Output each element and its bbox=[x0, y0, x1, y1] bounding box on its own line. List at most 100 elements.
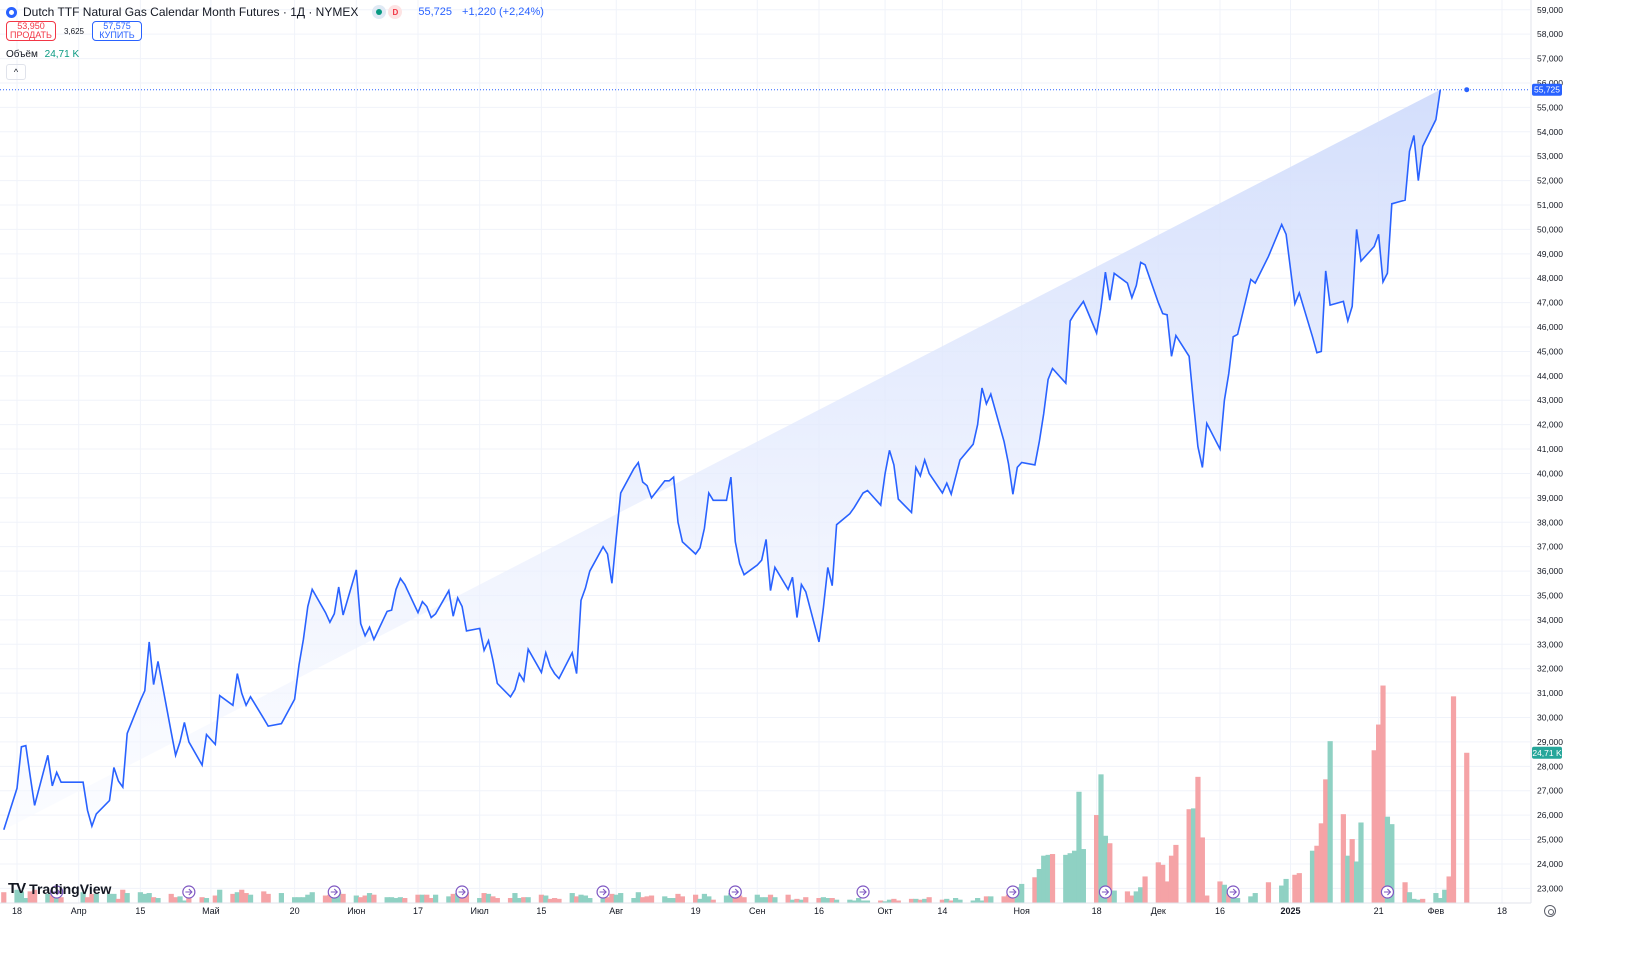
event-markers[interactable] bbox=[50, 885, 1395, 899]
volume-bar bbox=[917, 899, 923, 903]
dividend-arrow-icon[interactable] bbox=[1098, 885, 1113, 899]
sell-button[interactable]: 53,950 ПРОДАТЬ bbox=[6, 21, 56, 41]
d-badge[interactable]: D bbox=[388, 5, 403, 19]
dividend-arrow-icon[interactable] bbox=[455, 885, 469, 899]
price-tick-label: 23,000 bbox=[1537, 883, 1563, 893]
volume-bar bbox=[1296, 873, 1302, 903]
trade-buttons: 53,950 ПРОДАТЬ 3,625 57,575 КУПИТЬ bbox=[6, 21, 142, 41]
volume-bar bbox=[556, 898, 562, 903]
volume-bar bbox=[878, 900, 884, 903]
volume-bar bbox=[1080, 849, 1086, 903]
volume-bar bbox=[521, 897, 527, 903]
volume-bar bbox=[847, 899, 853, 903]
dividend-arrow-icon[interactable] bbox=[596, 885, 610, 899]
volume-bar bbox=[891, 898, 897, 903]
dividend-arrow-icon[interactable] bbox=[50, 885, 64, 899]
symbol-title[interactable]: Dutch TTF Natural Gas Calendar Month Fut… bbox=[23, 5, 359, 19]
volume-bar bbox=[1406, 892, 1413, 903]
volume-bar bbox=[1173, 844, 1179, 903]
dividend-arrow-icon[interactable] bbox=[1006, 885, 1020, 899]
volume-bar bbox=[728, 893, 734, 903]
volume-bar bbox=[1001, 896, 1007, 903]
dividend-arrow-icon[interactable] bbox=[1380, 885, 1395, 899]
volume-bar bbox=[292, 897, 298, 903]
price-tick-label: 46,000 bbox=[1537, 322, 1563, 332]
price-tick-label: 50,000 bbox=[1537, 224, 1563, 234]
last-price-axis-text: 55,725 bbox=[1534, 85, 1560, 95]
price-axis[interactable]: 23,000 24,000 25,000 26,000 27,000 28,000 29,0… bbox=[1530, 0, 1563, 903]
volume-bar bbox=[988, 896, 994, 903]
volume-bar bbox=[111, 893, 117, 903]
time-tick-label: 16 bbox=[1215, 906, 1225, 916]
volume-bar bbox=[706, 896, 712, 903]
volume-bar bbox=[895, 900, 901, 903]
time-tick-label: 18 bbox=[12, 906, 22, 916]
volume-bar bbox=[701, 893, 708, 903]
volume-bar bbox=[922, 898, 928, 903]
volume-bar bbox=[490, 896, 496, 903]
price-tick-label: 42,000 bbox=[1537, 420, 1563, 430]
volume-bar bbox=[547, 898, 553, 903]
tradingview-logo[interactable]: TV TradingView bbox=[8, 880, 111, 897]
volume-bar bbox=[362, 895, 368, 903]
volume-bar bbox=[1380, 685, 1386, 903]
volume-bar bbox=[137, 892, 143, 903]
price-tick-label: 29,000 bbox=[1537, 737, 1563, 747]
price-tick-label: 30,000 bbox=[1537, 713, 1563, 723]
time-tick-label: 14 bbox=[937, 906, 947, 916]
volume-bar bbox=[679, 896, 685, 903]
volume-bar bbox=[27, 891, 33, 903]
volume-bar bbox=[1067, 853, 1073, 903]
volume-bar bbox=[794, 898, 800, 903]
dividend-arrow-icon[interactable] bbox=[728, 885, 742, 899]
volume-bar bbox=[983, 896, 990, 903]
volume-bar bbox=[296, 897, 302, 903]
volume-bar bbox=[1252, 893, 1258, 903]
time-tick-label: 16 bbox=[814, 906, 824, 916]
volume-bar bbox=[1309, 850, 1316, 903]
volume-bar bbox=[1384, 816, 1391, 903]
buy-price: 57,575 bbox=[103, 21, 131, 31]
volume-bar bbox=[89, 893, 95, 903]
chevron-up-icon[interactable]: ^ bbox=[6, 64, 26, 80]
price-tick-label: 41,000 bbox=[1537, 444, 1563, 454]
dividend-arrow-icon[interactable] bbox=[182, 885, 196, 899]
market-open-dot-icon[interactable] bbox=[372, 5, 387, 19]
volume-legend[interactable]: Объём 24,71 K bbox=[6, 49, 79, 60]
volume-bar bbox=[975, 898, 981, 903]
time-tick-label: Авг bbox=[609, 906, 624, 916]
time-tick-label: 2025 bbox=[1280, 906, 1300, 916]
volume-bar bbox=[309, 892, 315, 903]
volume-bar bbox=[217, 889, 223, 903]
grid-lines bbox=[0, 0, 1530, 903]
volume-bar bbox=[886, 899, 893, 903]
time-axis[interactable]: 18 Апр 15 Май 20 Июн 17 Июл 15 Авг 19 Сен 16 Окт 14 Ноя… bbox=[0, 902, 1531, 916]
volume-bar bbox=[1129, 895, 1135, 903]
volume-bar bbox=[106, 893, 113, 903]
volume-bar bbox=[1107, 843, 1113, 903]
volume-bar bbox=[948, 900, 954, 903]
volume-bar bbox=[1442, 889, 1448, 903]
dividend-arrow-icon[interactable] bbox=[327, 885, 341, 899]
volume-bar bbox=[640, 897, 646, 903]
volume-bar bbox=[45, 893, 51, 903]
volume-bar bbox=[393, 898, 399, 903]
volume-bar bbox=[772, 897, 778, 903]
time-tick-label: 15 bbox=[536, 906, 546, 916]
volume-bar bbox=[1164, 881, 1170, 903]
time-tick-label: 19 bbox=[691, 906, 701, 916]
volume-bar bbox=[463, 892, 470, 903]
dividend-arrow-icon[interactable] bbox=[1226, 885, 1240, 899]
price-change-value: +1,220 (+2,24%) bbox=[462, 6, 544, 18]
time-tick-label: 17 bbox=[413, 906, 423, 916]
volume-bar bbox=[32, 889, 38, 903]
volume-bar bbox=[1199, 837, 1205, 903]
last-price-value: 55,725 bbox=[418, 6, 453, 18]
buy-button[interactable]: 57,575 КУПИТЬ bbox=[92, 21, 142, 41]
dividend-arrow-icon[interactable] bbox=[856, 885, 870, 899]
settings-gear-icon[interactable] bbox=[1544, 905, 1556, 917]
time-tick-label: Ноя bbox=[1013, 906, 1030, 916]
volume-bar bbox=[18, 891, 25, 903]
volume-bar bbox=[1045, 854, 1051, 903]
